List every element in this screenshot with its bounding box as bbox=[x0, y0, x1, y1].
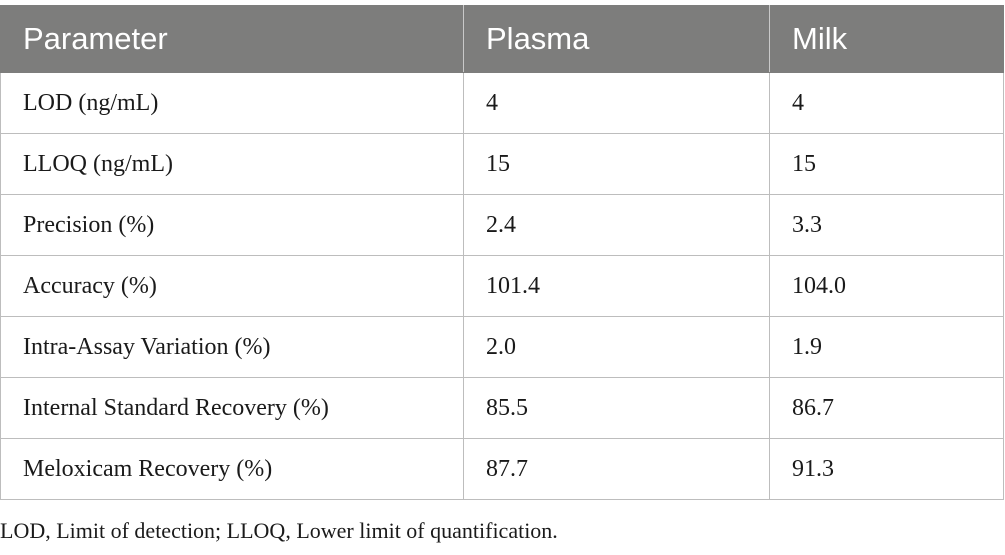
plasma-cell: 15 bbox=[463, 133, 770, 195]
parameter-cell: Intra-Assay Variation (%) bbox=[0, 316, 464, 378]
parameter-cell: LLOQ (ng/mL) bbox=[0, 133, 464, 195]
table-row: Intra-Assay Variation (%) 2.0 1.9 bbox=[0, 316, 1004, 378]
header-milk: Milk bbox=[769, 5, 1004, 73]
plasma-cell: 85.5 bbox=[463, 377, 770, 439]
parameter-cell: Internal Standard Recovery (%) bbox=[0, 377, 464, 439]
milk-cell: 91.3 bbox=[769, 438, 1004, 500]
table-footnote: LOD, Limit of detection; LLOQ, Lower lim… bbox=[0, 518, 558, 543]
parameter-cell: Meloxicam Recovery (%) bbox=[0, 438, 464, 500]
results-table: Parameter Plasma Milk LOD (ng/mL) 4 4 LL… bbox=[0, 5, 1004, 500]
header-plasma: Plasma bbox=[463, 5, 770, 73]
parameter-cell: LOD (ng/mL) bbox=[0, 72, 464, 134]
plasma-cell: 101.4 bbox=[463, 255, 770, 317]
results-table-container: Parameter Plasma Milk LOD (ng/mL) 4 4 LL… bbox=[0, 5, 1004, 500]
table-row: LLOQ (ng/mL) 15 15 bbox=[0, 133, 1004, 195]
table-row: Precision (%) 2.4 3.3 bbox=[0, 194, 1004, 256]
parameter-cell: Precision (%) bbox=[0, 194, 464, 256]
table-row: LOD (ng/mL) 4 4 bbox=[0, 72, 1004, 134]
header-row: Parameter Plasma Milk bbox=[0, 5, 1004, 73]
milk-cell: 104.0 bbox=[769, 255, 1004, 317]
milk-cell: 1.9 bbox=[769, 316, 1004, 378]
milk-cell: 4 bbox=[769, 72, 1004, 134]
plasma-cell: 2.4 bbox=[463, 194, 770, 256]
milk-cell: 3.3 bbox=[769, 194, 1004, 256]
milk-cell: 15 bbox=[769, 133, 1004, 195]
table-row: Internal Standard Recovery (%) 85.5 86.7 bbox=[0, 377, 1004, 439]
table-row: Meloxicam Recovery (%) 87.7 91.3 bbox=[0, 438, 1004, 500]
table-row: Accuracy (%) 101.4 104.0 bbox=[0, 255, 1004, 317]
plasma-cell: 2.0 bbox=[463, 316, 770, 378]
plasma-cell: 4 bbox=[463, 72, 770, 134]
plasma-cell: 87.7 bbox=[463, 438, 770, 500]
milk-cell: 86.7 bbox=[769, 377, 1004, 439]
header-parameter: Parameter bbox=[0, 5, 464, 73]
parameter-cell: Accuracy (%) bbox=[0, 255, 464, 317]
